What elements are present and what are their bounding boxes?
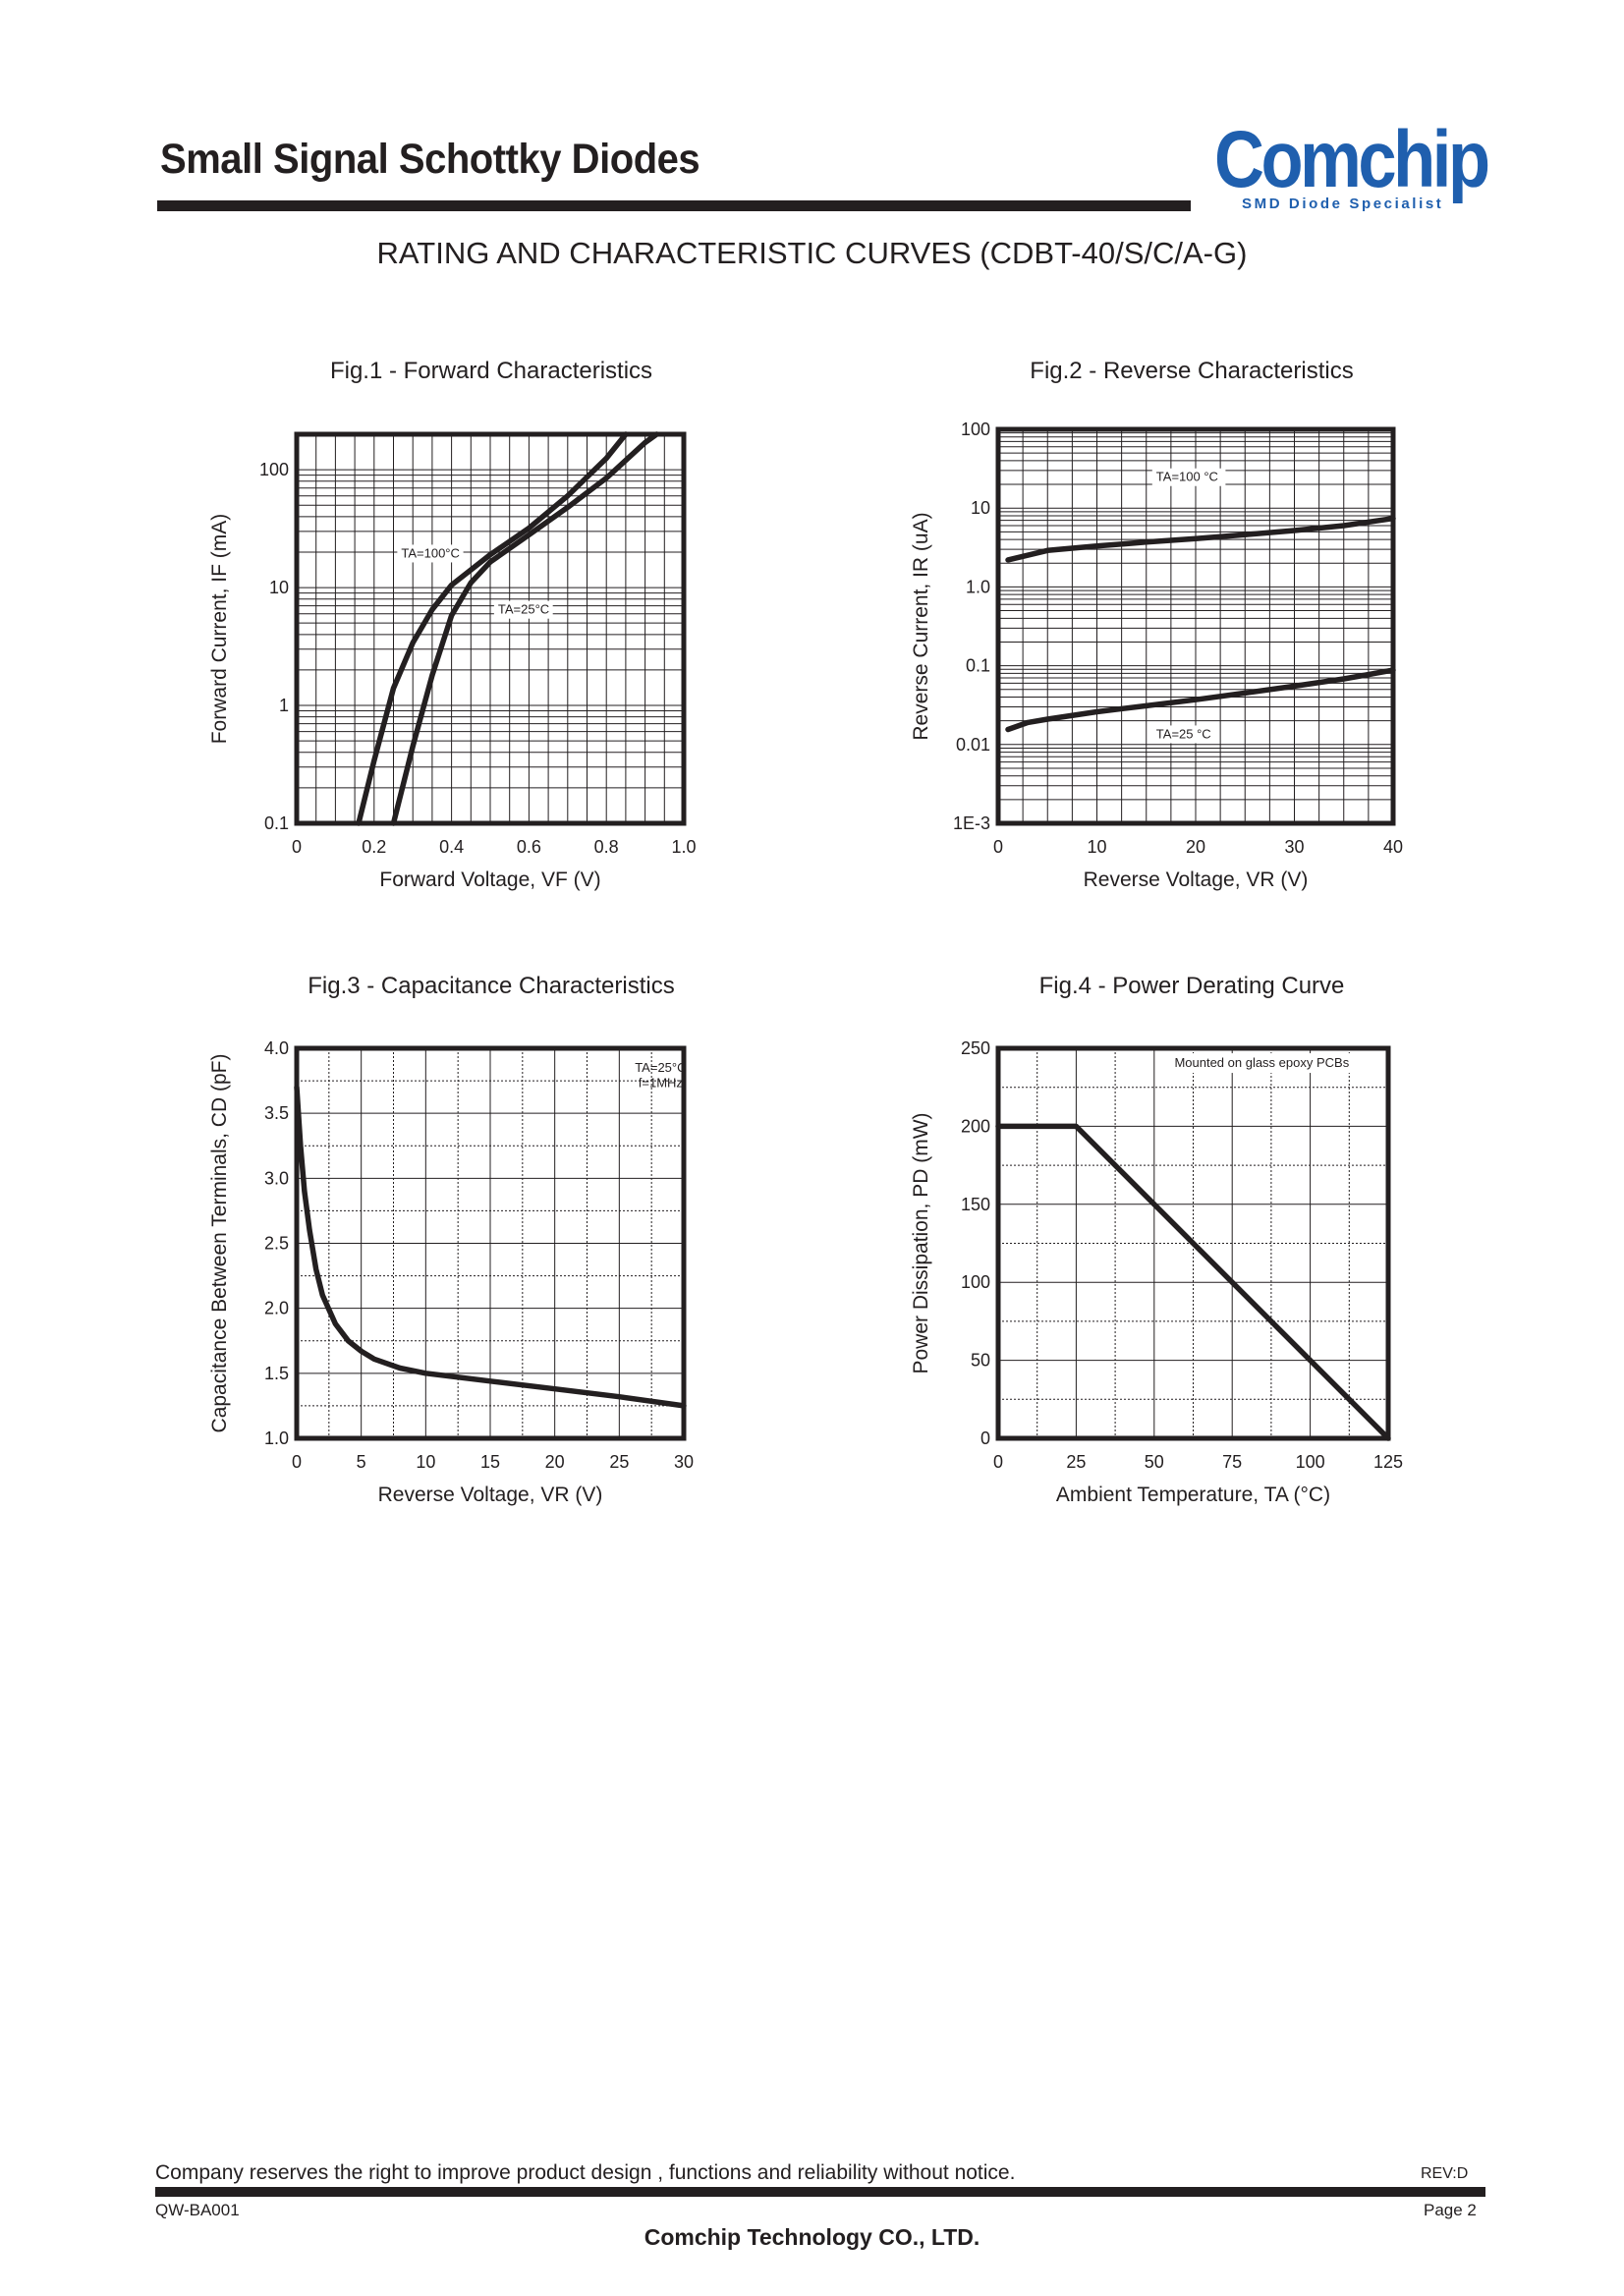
title-rule: [157, 200, 1191, 211]
fig3-x-tick-label: 5: [357, 1452, 366, 1472]
fig3-x-tick-label: 20: [545, 1452, 565, 1472]
fig4-y-tick-label: 200: [961, 1116, 990, 1136]
fig1-series-2-line: [390, 431, 660, 826]
fig1-x-axis-label: Forward Voltage, VF (V): [379, 868, 600, 891]
fig3-x-tick-label: 15: [480, 1452, 500, 1472]
fig4-series-1-line: [995, 1123, 1391, 1441]
fig3-x-tick-label: 25: [609, 1452, 629, 1472]
fig2-y-tick-label: 0.01: [956, 735, 990, 755]
fig2-x-axis-label: Reverse Voltage, VR (V): [1084, 868, 1309, 891]
fig1-series-label: TA=100°C: [401, 545, 460, 560]
fig1-y-tick-label: 0.1: [264, 813, 289, 833]
fig3-y-tick-label: 2.5: [264, 1234, 289, 1254]
fig3-y-tick-label: 3.5: [264, 1103, 289, 1123]
fig3-y-tick-label: 4.0: [264, 1038, 289, 1058]
fig4-y-tick-label: 250: [961, 1038, 990, 1058]
fig4-x-axis-label: Ambient Temperature, TA (°C): [1056, 1484, 1330, 1506]
fig4-y-tick-label: 50: [971, 1351, 990, 1371]
fig2-series-2-line: [1005, 667, 1396, 733]
fig2-y-axis-label: Reverse Current, IR (uA): [910, 512, 932, 740]
fig1-x-tick-label: 1.0: [671, 837, 696, 857]
fig2-plot-frame: [995, 426, 1396, 826]
footer-rule: [155, 2187, 1485, 2197]
footer-note: Company reserves the right to improve pr…: [155, 2161, 1016, 2184]
fig2-x-tick-label: 10: [1087, 837, 1106, 857]
fig4-x-tick-label: 125: [1373, 1452, 1403, 1472]
page-title: Small Signal Schottky Diodes: [160, 136, 700, 183]
fig4-annotation-bg: [1169, 1053, 1372, 1074]
fig3-annotation: f=1MHz: [639, 1076, 683, 1091]
fig1-series-label-bg: [493, 600, 553, 619]
fig2-y-tick-label: 0.1: [966, 656, 990, 676]
fig1-x-tick-label: 0.2: [362, 837, 386, 857]
fig4-title: Fig.4 - Power Derating Curve: [1038, 973, 1345, 999]
fig4-y-axis-label: Power Dissipation, PD (mW): [910, 1112, 932, 1373]
fig4-y-tick-label: 150: [961, 1195, 990, 1214]
fig4-plot-frame: [995, 1045, 1391, 1441]
section-heading: RATING AND CHARACTERISTIC CURVES (CDBT-4…: [376, 236, 1248, 270]
fig3-x-tick-label: 10: [416, 1452, 435, 1472]
page-number: Page 2: [1424, 2201, 1477, 2219]
fig4-x-tick-label: 100: [1296, 1452, 1325, 1472]
comchip-logo: Comchip: [1214, 115, 1490, 204]
fig3-title: Fig.3 - Capacitance Characteristics: [308, 973, 675, 999]
fig3-y-tick-label: 2.0: [264, 1299, 289, 1318]
fig3-plot-frame: [294, 1045, 687, 1441]
fig1-x-tick-label: 0.6: [517, 837, 541, 857]
fig4-x-tick-label: 50: [1145, 1452, 1164, 1472]
fig3-annotation: TA=25°C: [635, 1060, 686, 1075]
fig1-series-label-bg: [397, 544, 464, 563]
fig4-x-tick-label: 0: [993, 1452, 1003, 1472]
fig2-y-tick-label: 10: [971, 498, 990, 518]
fig3-x-tick-label: 0: [292, 1452, 302, 1472]
fig3-x-tick-label: 30: [674, 1452, 694, 1472]
logo-tagline: SMD Diode Specialist: [1242, 196, 1444, 212]
fig2-x-tick-label: 20: [1186, 837, 1205, 857]
fig2-x-tick-label: 0: [993, 837, 1003, 857]
fig4-annotation: Mounted on glass epoxy PCBs: [1174, 1055, 1349, 1070]
fig1-x-tick-label: 0: [292, 837, 302, 857]
fig1-x-tick-label: 0.4: [439, 837, 464, 857]
fig1-series-label: TA=25°C: [498, 602, 549, 617]
fig2-series-1-line: [1005, 515, 1396, 563]
fig2-x-tick-label: 30: [1284, 837, 1304, 857]
document-code: QW-BA001: [155, 2201, 240, 2219]
fig1-title: Fig.1 - Forward Characteristics: [329, 358, 653, 384]
company-name: Comchip Technology CO., LTD.: [644, 2224, 980, 2250]
revision-label: REV:D: [1421, 2165, 1469, 2182]
fig2-series-label-bg: [1151, 725, 1218, 744]
fig1-y-tick-label: 100: [259, 460, 289, 479]
fig2-x-tick-label: 40: [1383, 837, 1403, 857]
fig4-x-tick-label: 75: [1222, 1452, 1242, 1472]
fig2-series-label-bg: [1151, 468, 1226, 486]
fig2-series-label: TA=25 °C: [1156, 726, 1211, 741]
fig1-y-axis-label: Forward Current, IF (mA): [208, 514, 231, 745]
fig2-y-tick-label: 1E-3: [953, 813, 990, 833]
fig3-x-axis-label: Reverse Voltage, VR (V): [378, 1484, 603, 1506]
fig4-x-tick-label: 25: [1066, 1452, 1086, 1472]
fig1-x-tick-label: 0.8: [594, 837, 619, 857]
fig1-series-1-line: [356, 431, 629, 826]
fig4-y-tick-label: 0: [980, 1428, 990, 1448]
fig1-y-tick-label: 10: [269, 578, 289, 597]
fig2-series-label: TA=100 °C: [1156, 470, 1218, 484]
fig1-plot-frame: [294, 431, 687, 826]
fig2-title: Fig.2 - Reverse Characteristics: [1030, 358, 1354, 384]
fig2-y-tick-label: 1.0: [966, 577, 990, 596]
fig3-y-axis-label: Capacitance Between Terminals, CD (pF): [208, 1054, 231, 1433]
fig1-y-tick-label: 1: [279, 696, 289, 715]
fig3-y-tick-label: 1.5: [264, 1364, 289, 1383]
fig3-y-tick-label: 3.0: [264, 1168, 289, 1188]
fig3-y-tick-label: 1.0: [264, 1428, 289, 1448]
fig4-y-tick-label: 100: [961, 1272, 990, 1292]
fig3-series-1-line: [294, 1084, 687, 1409]
fig2-y-tick-label: 100: [961, 420, 990, 439]
